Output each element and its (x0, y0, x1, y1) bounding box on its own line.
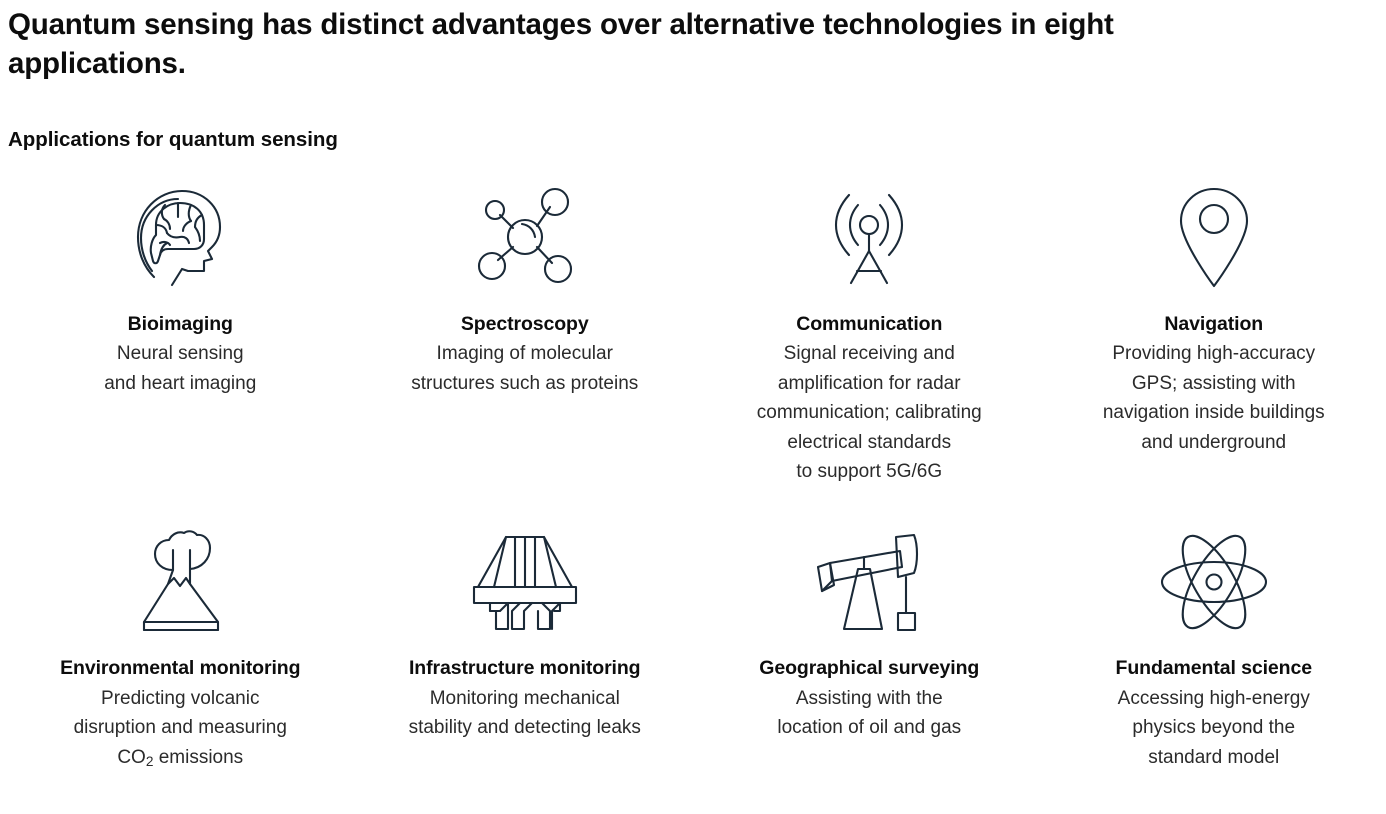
application-description: Providing high-accuracy GPS; assisting w… (1102, 343, 1325, 453)
map-pin-icon (1171, 178, 1257, 296)
application-title: Communication (796, 312, 943, 335)
application-title: Spectroscopy (460, 312, 589, 335)
application-card-navigation: Navigation Providing high-accuracy GPS; … (1042, 178, 1386, 487)
head-brain-icon (128, 178, 232, 296)
description-part-1: Predicting volcanic disruption and measu… (73, 687, 287, 768)
subscript-2: 2 (145, 753, 154, 769)
application-title: Geographical surveying (759, 657, 980, 680)
molecule-icon (470, 178, 580, 296)
application-description: Monitoring mechanical stability and dete… (408, 687, 641, 739)
application-card-bioimaging: Bioimaging Neural sensing and heart imag… (8, 178, 353, 487)
description-part-2: emissions (153, 746, 244, 768)
application-card-infrastructure-monitoring: Infrastructure monitoring Monitoring mec… (353, 486, 698, 772)
application-card-geographical-surveying: Geographical surveying Assisting with th… (697, 486, 1042, 772)
application-card-fundamental-science: Fundamental science Accessing high-energ… (1042, 486, 1386, 772)
atom-icon (1158, 522, 1270, 642)
application-description: Accessing high-energy physics beyond the… (1117, 687, 1310, 768)
application-description: Assisting with the location of oil and g… (777, 687, 962, 739)
section-subtitle: Applications for quantum sensing (8, 127, 338, 151)
application-description: Neural sensing and heart imaging (104, 343, 257, 394)
application-description: Predicting volcanic disruption and measu… (74, 684, 287, 772)
application-title: Infrastructure monitoring (408, 657, 641, 680)
oil-pumpjack-icon (810, 522, 928, 642)
page-title: Quantum sensing has distinct advantages … (8, 8, 1114, 80)
application-title: Navigation (1164, 312, 1264, 335)
application-card-communication: Communication Signal receiving and ampli… (697, 178, 1042, 487)
applications-grid: Bioimaging Neural sensing and heart imag… (8, 152, 1386, 772)
bridge-icon (468, 522, 582, 642)
application-title: Bioimaging (127, 312, 233, 335)
antenna-tower-icon (815, 178, 923, 296)
application-description: Signal receiving and amplification for r… (756, 343, 982, 482)
application-description: Imaging of molecular structures such as … (411, 343, 639, 394)
volcano-icon (128, 522, 232, 642)
application-card-spectroscopy: Spectroscopy Imaging of molecular struct… (353, 178, 698, 487)
application-card-environmental-monitoring: Environmental monitoring Predicting volc… (8, 486, 353, 772)
application-title: Environmental monitoring (60, 657, 301, 680)
application-title: Fundamental science (1115, 657, 1313, 680)
